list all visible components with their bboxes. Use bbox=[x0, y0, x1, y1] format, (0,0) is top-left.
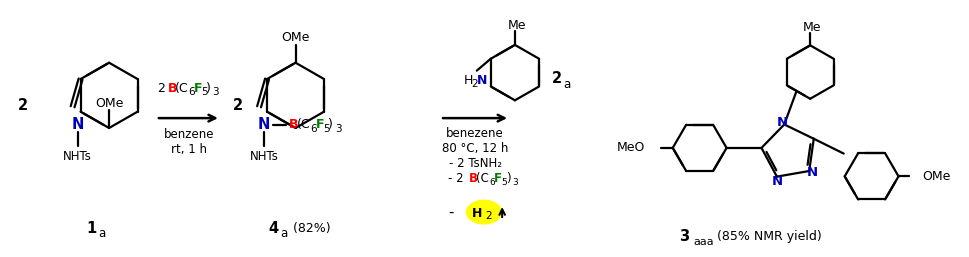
Ellipse shape bbox=[466, 200, 501, 224]
Text: 3: 3 bbox=[334, 124, 341, 133]
Text: a: a bbox=[280, 227, 288, 240]
Text: Me: Me bbox=[507, 19, 525, 32]
Text: B: B bbox=[289, 118, 298, 131]
Text: 2: 2 bbox=[158, 82, 170, 95]
Text: N: N bbox=[477, 74, 486, 87]
Text: (C: (C bbox=[174, 82, 188, 95]
Text: ): ) bbox=[205, 82, 210, 95]
Text: 6: 6 bbox=[310, 124, 316, 133]
Text: Me: Me bbox=[802, 21, 821, 34]
Text: 3: 3 bbox=[678, 229, 689, 244]
Text: a: a bbox=[562, 78, 570, 91]
Text: rt, 1 h: rt, 1 h bbox=[171, 143, 206, 156]
Text: OMe: OMe bbox=[281, 32, 309, 44]
Text: benzene: benzene bbox=[164, 128, 214, 141]
Text: 2: 2 bbox=[484, 211, 491, 221]
Text: B: B bbox=[168, 82, 177, 95]
Text: a: a bbox=[98, 227, 106, 240]
Text: 5: 5 bbox=[323, 124, 329, 133]
Text: NHTs: NHTs bbox=[63, 150, 92, 163]
Text: ): ) bbox=[328, 118, 332, 131]
Text: F: F bbox=[316, 118, 324, 131]
Text: N: N bbox=[770, 175, 782, 188]
Text: N: N bbox=[258, 117, 270, 132]
Text: (C: (C bbox=[297, 118, 310, 131]
Text: N: N bbox=[72, 117, 83, 132]
Text: 3: 3 bbox=[512, 178, 517, 187]
Text: F: F bbox=[493, 172, 501, 185]
Text: 4: 4 bbox=[268, 221, 278, 236]
Text: N: N bbox=[806, 167, 817, 179]
Text: 5: 5 bbox=[500, 178, 506, 187]
Text: 3: 3 bbox=[211, 87, 218, 97]
Text: 5: 5 bbox=[201, 87, 207, 97]
Text: 2: 2 bbox=[551, 71, 561, 86]
Text: B: B bbox=[469, 172, 478, 185]
Text: (82%): (82%) bbox=[288, 222, 329, 235]
Text: 1: 1 bbox=[86, 221, 96, 236]
Text: H: H bbox=[463, 74, 473, 87]
Text: 80 °C, 12 h: 80 °C, 12 h bbox=[442, 142, 508, 155]
Text: aaa: aaa bbox=[693, 237, 713, 247]
Text: 2: 2 bbox=[470, 79, 477, 89]
Text: MeO: MeO bbox=[616, 141, 644, 154]
Text: - 2 TsNH₂: - 2 TsNH₂ bbox=[448, 157, 501, 170]
Text: - 2: - 2 bbox=[448, 172, 467, 185]
Text: 6: 6 bbox=[188, 87, 194, 97]
Text: benezene: benezene bbox=[446, 127, 503, 140]
Text: 2: 2 bbox=[18, 98, 28, 113]
Text: 6: 6 bbox=[488, 178, 494, 187]
Text: ): ) bbox=[506, 172, 510, 185]
Text: OMe: OMe bbox=[95, 97, 123, 110]
Text: F: F bbox=[194, 82, 203, 95]
Text: NHTs: NHTs bbox=[249, 150, 278, 163]
Text: H: H bbox=[471, 207, 482, 219]
Text: OMe: OMe bbox=[922, 170, 950, 183]
Text: 2: 2 bbox=[233, 98, 242, 113]
Text: (85% NMR yield): (85% NMR yield) bbox=[712, 230, 822, 243]
Text: (C: (C bbox=[476, 172, 488, 185]
Text: -: - bbox=[448, 205, 453, 219]
Text: N: N bbox=[776, 116, 787, 129]
